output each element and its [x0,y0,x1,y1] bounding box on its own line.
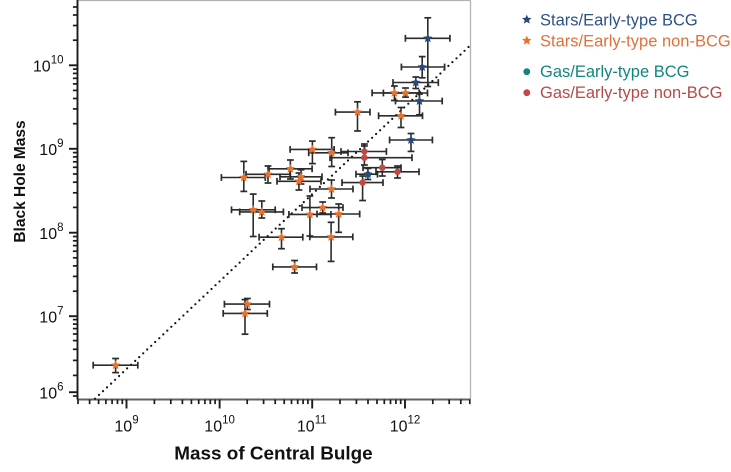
svg-text:Mass of Central Bulge: Mass of Central Bulge [174,444,372,465]
svg-text:9: 9 [57,138,63,150]
svg-text:Stars/Early-type BCG: Stars/Early-type BCG [540,11,698,29]
svg-text:10: 10 [297,419,315,436]
svg-text:10: 10 [39,226,57,243]
svg-text:10: 10 [51,55,64,67]
svg-text:10: 10 [33,59,51,76]
svg-text:10: 10 [39,385,57,402]
svg-text:Gas/Early-type BCG: Gas/Early-type BCG [540,63,689,81]
svg-text:9: 9 [132,415,138,427]
svg-text:12: 12 [408,415,421,427]
svg-text:11: 11 [315,415,327,427]
svg-text:8: 8 [57,222,63,234]
svg-text:10: 10 [39,309,57,326]
svg-text:10: 10 [222,415,235,427]
svg-text:10: 10 [204,419,222,436]
svg-text:10: 10 [390,419,408,436]
svg-text:Black Hole Mass: Black Hole Mass [12,120,29,242]
svg-text:10: 10 [114,419,132,436]
svg-text:Stars/Early-type non-BCG: Stars/Early-type non-BCG [540,32,731,50]
svg-text:6: 6 [57,382,63,394]
svg-text:7: 7 [57,306,63,318]
svg-text:10: 10 [39,142,57,159]
svg-text:Gas/Early-type non-BCG: Gas/Early-type non-BCG [540,84,722,102]
